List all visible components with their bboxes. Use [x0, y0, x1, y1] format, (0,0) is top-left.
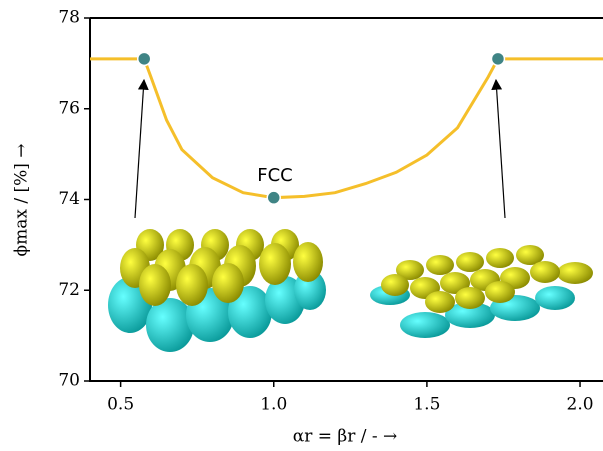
curve [90, 57, 603, 200]
ellipsoid-packing-right [370, 245, 593, 338]
x-tick-label: 1.5 [413, 395, 440, 415]
data-point [136, 51, 152, 67]
data-point [266, 190, 282, 205]
data-point [490, 51, 506, 67]
ellipsoid-packing-left [108, 229, 326, 352]
y-tick-label: 76 [58, 98, 80, 118]
arrow [491, 78, 506, 219]
y-tick-label: 74 [58, 189, 80, 209]
arrow [134, 78, 149, 219]
y-tick-label: 70 [58, 371, 80, 391]
x-axis-label: αr = βr / - → [293, 427, 398, 447]
x-tick-label: 0.5 [107, 395, 134, 415]
x-tick-label: 2.0 [567, 395, 594, 415]
y-axis-label: ϕmax / [%] → [12, 143, 32, 256]
axes-frame [89, 17, 603, 382]
y-tick-label: 78 [58, 8, 80, 28]
y-tick-label: 72 [58, 280, 80, 300]
annotation: FCC [257, 165, 293, 186]
x-tick-label: 1.0 [260, 395, 287, 415]
